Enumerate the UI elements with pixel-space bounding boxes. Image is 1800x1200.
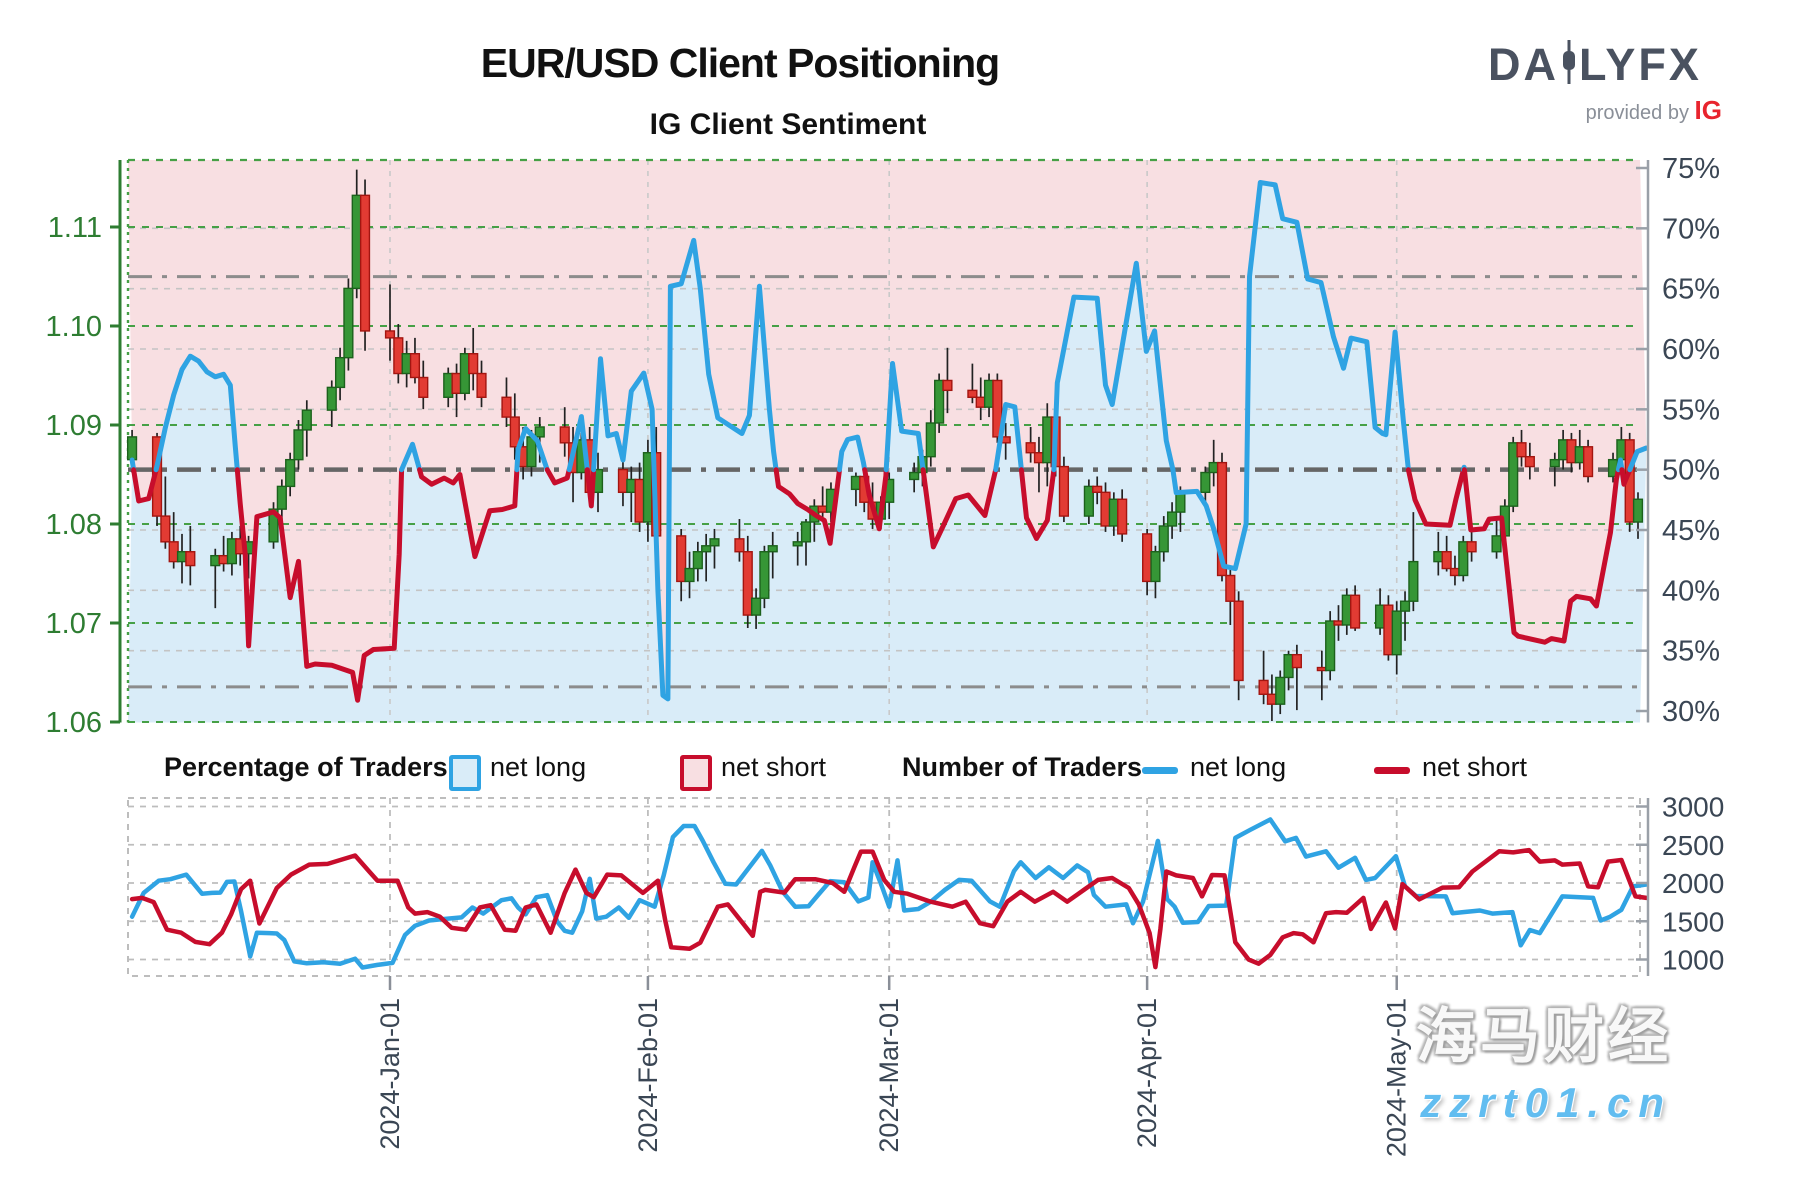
svg-text:1.06: 1.06 bbox=[46, 707, 102, 739]
svg-text:1.08: 1.08 bbox=[46, 509, 102, 541]
sentiment-line bbox=[129, 180, 1649, 703]
svg-text:1.07: 1.07 bbox=[46, 608, 102, 640]
page-title: EUR/USD Client Positioning bbox=[480, 40, 1000, 86]
date-axis: 2024-Jan-01 2024-Feb-01 2024-Mar-01 2024-Ap… bbox=[375, 976, 1412, 1157]
provided-by: provided by IG bbox=[1488, 95, 1728, 126]
traders-net-long-line bbox=[129, 817, 1649, 970]
dailyfx-da: DA bbox=[1488, 39, 1559, 90]
main-gridlines bbox=[126, 158, 1640, 723]
svg-text:1500: 1500 bbox=[1662, 906, 1724, 937]
legend-net-long-label: net long bbox=[490, 752, 587, 782]
price-axis: 1.06 1.07 1.08 1.09 1.10 1.11 bbox=[46, 160, 122, 739]
dailyfx-ly: LY bbox=[1579, 39, 1639, 90]
legend-net-short-box-icon bbox=[680, 755, 712, 791]
dailyfx-fx: FX bbox=[1638, 39, 1702, 90]
svg-text:2024-Mar-01: 2024-Mar-01 bbox=[874, 998, 904, 1153]
svg-text:70%: 70% bbox=[1662, 213, 1720, 245]
ig-logo: IG bbox=[1694, 95, 1722, 125]
svg-text:30%: 30% bbox=[1662, 696, 1720, 728]
svg-text:2024-Jan-01: 2024-Jan-01 bbox=[375, 998, 405, 1150]
svg-text:1.10: 1.10 bbox=[46, 311, 102, 343]
percent-axis: 30% 35% 40% 45% 50% 55% 60% 65% 70% 75% bbox=[1636, 153, 1720, 728]
svg-text:55%: 55% bbox=[1662, 394, 1720, 426]
traders-net-short-line bbox=[129, 847, 1649, 970]
svg-text:1000: 1000 bbox=[1662, 945, 1724, 976]
svg-text:2024-Feb-01: 2024-Feb-01 bbox=[633, 998, 663, 1153]
dailyfx-wordmark: DA LY FX bbox=[1488, 40, 1728, 89]
legend-percentage-title: Percentage of Traders bbox=[164, 752, 448, 782]
svg-text:2500: 2500 bbox=[1662, 830, 1724, 861]
svg-text:50%: 50% bbox=[1662, 455, 1720, 487]
svg-text:2000: 2000 bbox=[1662, 868, 1724, 899]
svg-text:3000: 3000 bbox=[1662, 792, 1724, 823]
svg-text:1.11: 1.11 bbox=[48, 212, 102, 244]
svg-text:75%: 75% bbox=[1662, 153, 1720, 185]
svg-text:45%: 45% bbox=[1662, 515, 1720, 547]
svg-text:65%: 65% bbox=[1662, 274, 1720, 306]
legend-long-line-icon bbox=[1142, 767, 1178, 774]
dailyfx-logo: DA LY FX provided by IG bbox=[1488, 40, 1728, 126]
net-long-area bbox=[128, 182, 1647, 723]
legend-num-long-label: net long bbox=[1190, 752, 1287, 782]
svg-text:2024-May-01: 2024-May-01 bbox=[1382, 998, 1412, 1157]
svg-text:35%: 35% bbox=[1662, 636, 1720, 668]
svg-text:60%: 60% bbox=[1662, 334, 1720, 366]
legend-net-short-label: net short bbox=[721, 752, 827, 782]
provided-by-label: provided by bbox=[1585, 102, 1689, 124]
traders-axis: 1000 1500 2000 2500 3000 bbox=[1636, 792, 1724, 976]
chart-legend: Percentage of Traders net long net short… bbox=[0, 748, 1800, 792]
legend-short-line-icon bbox=[1374, 767, 1410, 774]
chart-title: IG Client Sentiment bbox=[649, 108, 927, 141]
main-chart: 1.06 1.07 1.08 1.09 1.10 1.11 30% 35% 40% 45% 50% 5… bbox=[46, 153, 1721, 739]
candlestick-icon bbox=[1561, 40, 1577, 89]
traders-chart: 1000 1500 2000 2500 3000 bbox=[127, 792, 1724, 977]
legend-number-title: Number of Traders bbox=[902, 752, 1143, 782]
svg-text:1.09: 1.09 bbox=[46, 410, 102, 442]
legend-net-long-box-icon bbox=[449, 755, 481, 791]
legend-num-short-label: net short bbox=[1422, 752, 1528, 782]
svg-text:2024-Apr-01: 2024-Apr-01 bbox=[1132, 998, 1162, 1148]
svg-text:40%: 40% bbox=[1662, 575, 1720, 607]
traders-series bbox=[129, 817, 1649, 970]
